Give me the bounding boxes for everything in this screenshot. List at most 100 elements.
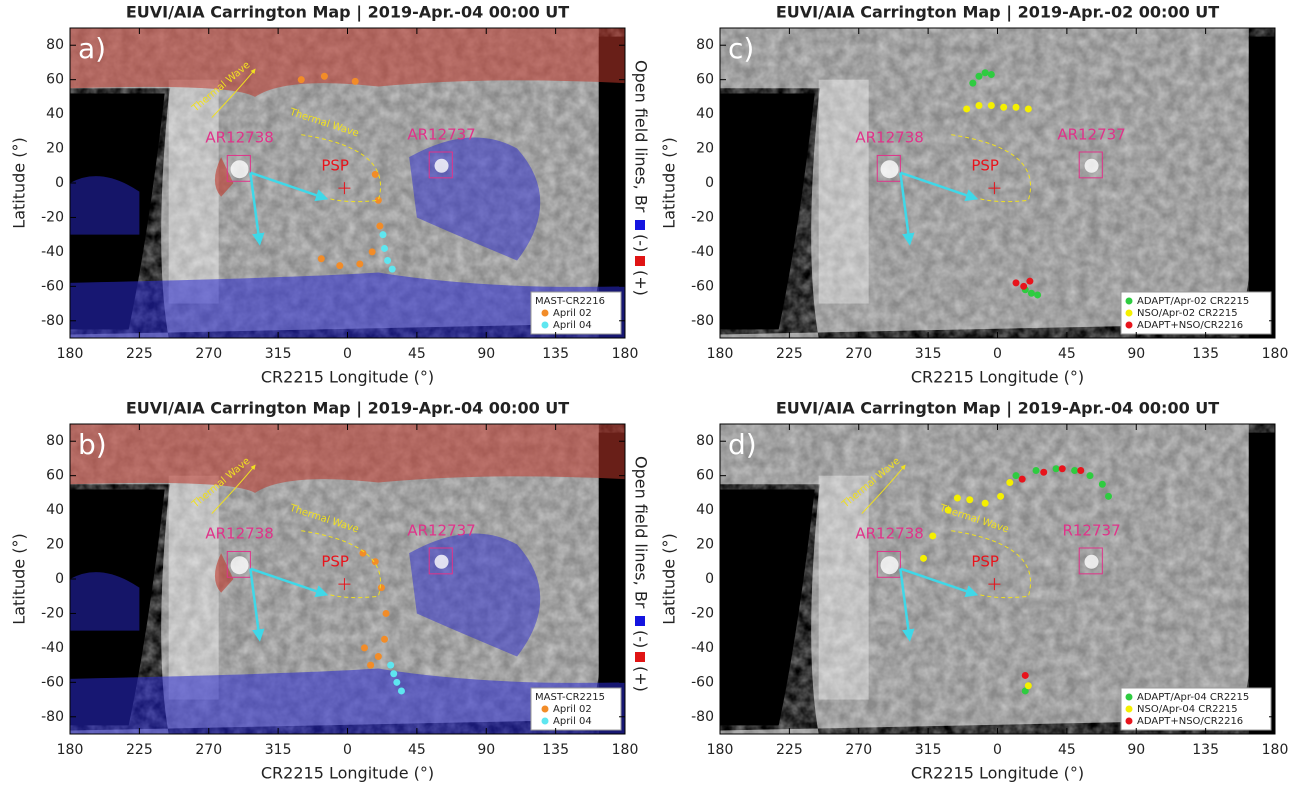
field-footpoint (356, 260, 364, 268)
open-field-negative-blob (70, 176, 140, 235)
annotation: AR12738 (205, 525, 273, 543)
legend-marker (541, 717, 549, 725)
y-tick-label: 20 (46, 141, 64, 157)
x-axis-label: CR2215 Longitude (°) (911, 764, 1084, 783)
annotation: PSP (971, 156, 999, 174)
x-tick-label: 0 (343, 742, 352, 758)
velocity-arrow (899, 171, 979, 202)
field-footpoint (1077, 467, 1085, 474)
active-region-core (230, 160, 249, 179)
field-footpoint (381, 635, 388, 643)
x-tick-label: 180 (612, 346, 639, 362)
legend-label: ADAPT+NSO/CR2216 (1137, 320, 1243, 331)
field-footpoint (981, 499, 989, 507)
x-tick-label: 0 (993, 742, 1002, 758)
side-label: Open field lines, Br (632, 456, 651, 609)
field-footpoint (1026, 277, 1034, 285)
y-axis-label: Latitude (°) (10, 137, 29, 228)
wave-front (301, 530, 381, 599)
x-tick-label: 90 (1127, 346, 1145, 362)
velocity-arrow (899, 568, 915, 642)
y-tick-label: -80 (691, 313, 714, 329)
x-tick-label: 315 (915, 346, 942, 362)
open-field-positive-blob (214, 553, 234, 593)
y-tick-label: 40 (46, 106, 64, 122)
field-footpoint (929, 532, 937, 540)
chart-title: EUVI/AIA Carrington Map | 2019-Apr.-04 0… (126, 3, 569, 23)
x-tick-label: 270 (845, 346, 872, 362)
legend-marker (541, 309, 549, 317)
y-tick-label: -20 (41, 209, 64, 225)
side-label: (+) (632, 270, 651, 296)
x-tick-label: 135 (542, 346, 569, 362)
field-footpoint (376, 222, 384, 230)
y-tick-label: -20 (691, 605, 714, 621)
field-footpoint (1052, 465, 1060, 473)
x-tick-label: 45 (1058, 742, 1076, 758)
field-footpoint (1006, 479, 1014, 487)
active-region-box (1078, 151, 1103, 179)
active-region-core (434, 158, 449, 173)
panel-label: a) (78, 32, 106, 65)
x-tick-label: 270 (195, 742, 222, 758)
y-tick-label: 40 (696, 502, 714, 518)
map-right-black (1248, 432, 1275, 734)
field-footpoint (1021, 671, 1029, 679)
x-tick-label: 135 (1192, 346, 1219, 362)
x-tick-label: 90 (1127, 742, 1145, 758)
field-footpoint (377, 584, 385, 592)
field-footpoint (1071, 467, 1079, 474)
field-footpoint (382, 609, 390, 617)
side-swatch (635, 652, 645, 662)
field-footpoint (1000, 103, 1008, 111)
x-axis-label: CR2215 Longitude (°) (261, 764, 434, 783)
x-tick-label: 90 (477, 346, 495, 362)
open-field-negative-blob (70, 572, 140, 631)
legend-marker (1125, 297, 1133, 305)
field-footpoint (1040, 468, 1048, 476)
field-footpoint (1105, 492, 1112, 500)
field-footpoint (360, 644, 368, 652)
x-tick-label: 315 (915, 742, 942, 758)
legend-label: ADAPT/Apr-02 CR2215 (1137, 296, 1249, 307)
y-tick-label: -40 (691, 244, 714, 260)
wave-front (301, 134, 381, 203)
field-footpoint (393, 678, 401, 686)
field-footpoint (966, 496, 974, 504)
psp-marker (988, 182, 1001, 195)
side-label: (-) (632, 630, 651, 648)
psp-marker (338, 182, 351, 195)
field-footpoint (975, 102, 983, 109)
field-footpoint (1034, 291, 1042, 299)
field-footpoint (388, 265, 396, 273)
field-footpoint (1012, 279, 1020, 287)
active-region-box (876, 154, 901, 182)
open-field-positive (70, 28, 625, 97)
y-tick-label: -40 (691, 640, 714, 656)
x-tick-label: 180 (1262, 742, 1289, 758)
x-tick-label: 180 (57, 742, 84, 758)
field-footpoint (317, 255, 325, 263)
active-region-core (230, 556, 249, 575)
field-footpoint (387, 661, 395, 669)
field-footpoint (379, 231, 387, 239)
x-tick-label: 225 (776, 346, 803, 362)
legend-label: April 04 (553, 716, 592, 727)
annotation: PSP (971, 552, 999, 570)
legend-title: MAST-CR2215 (535, 692, 605, 703)
y-tick-label: 0 (55, 571, 64, 587)
x-tick-label: 45 (1058, 346, 1076, 362)
x-tick-label: 225 (126, 742, 153, 758)
field-footpoint (1032, 467, 1040, 474)
legend-marker (1125, 717, 1133, 725)
field-footpoint (1024, 105, 1032, 113)
y-tick-label: 80 (46, 37, 64, 53)
active-region-core (1084, 158, 1099, 173)
y-tick-label: 80 (46, 433, 64, 449)
x-tick-label: 180 (1262, 346, 1289, 362)
y-tick-label: 60 (696, 468, 714, 484)
field-footpoint (944, 506, 952, 514)
x-tick-label: 315 (265, 346, 292, 362)
active-region-box (1078, 547, 1103, 575)
